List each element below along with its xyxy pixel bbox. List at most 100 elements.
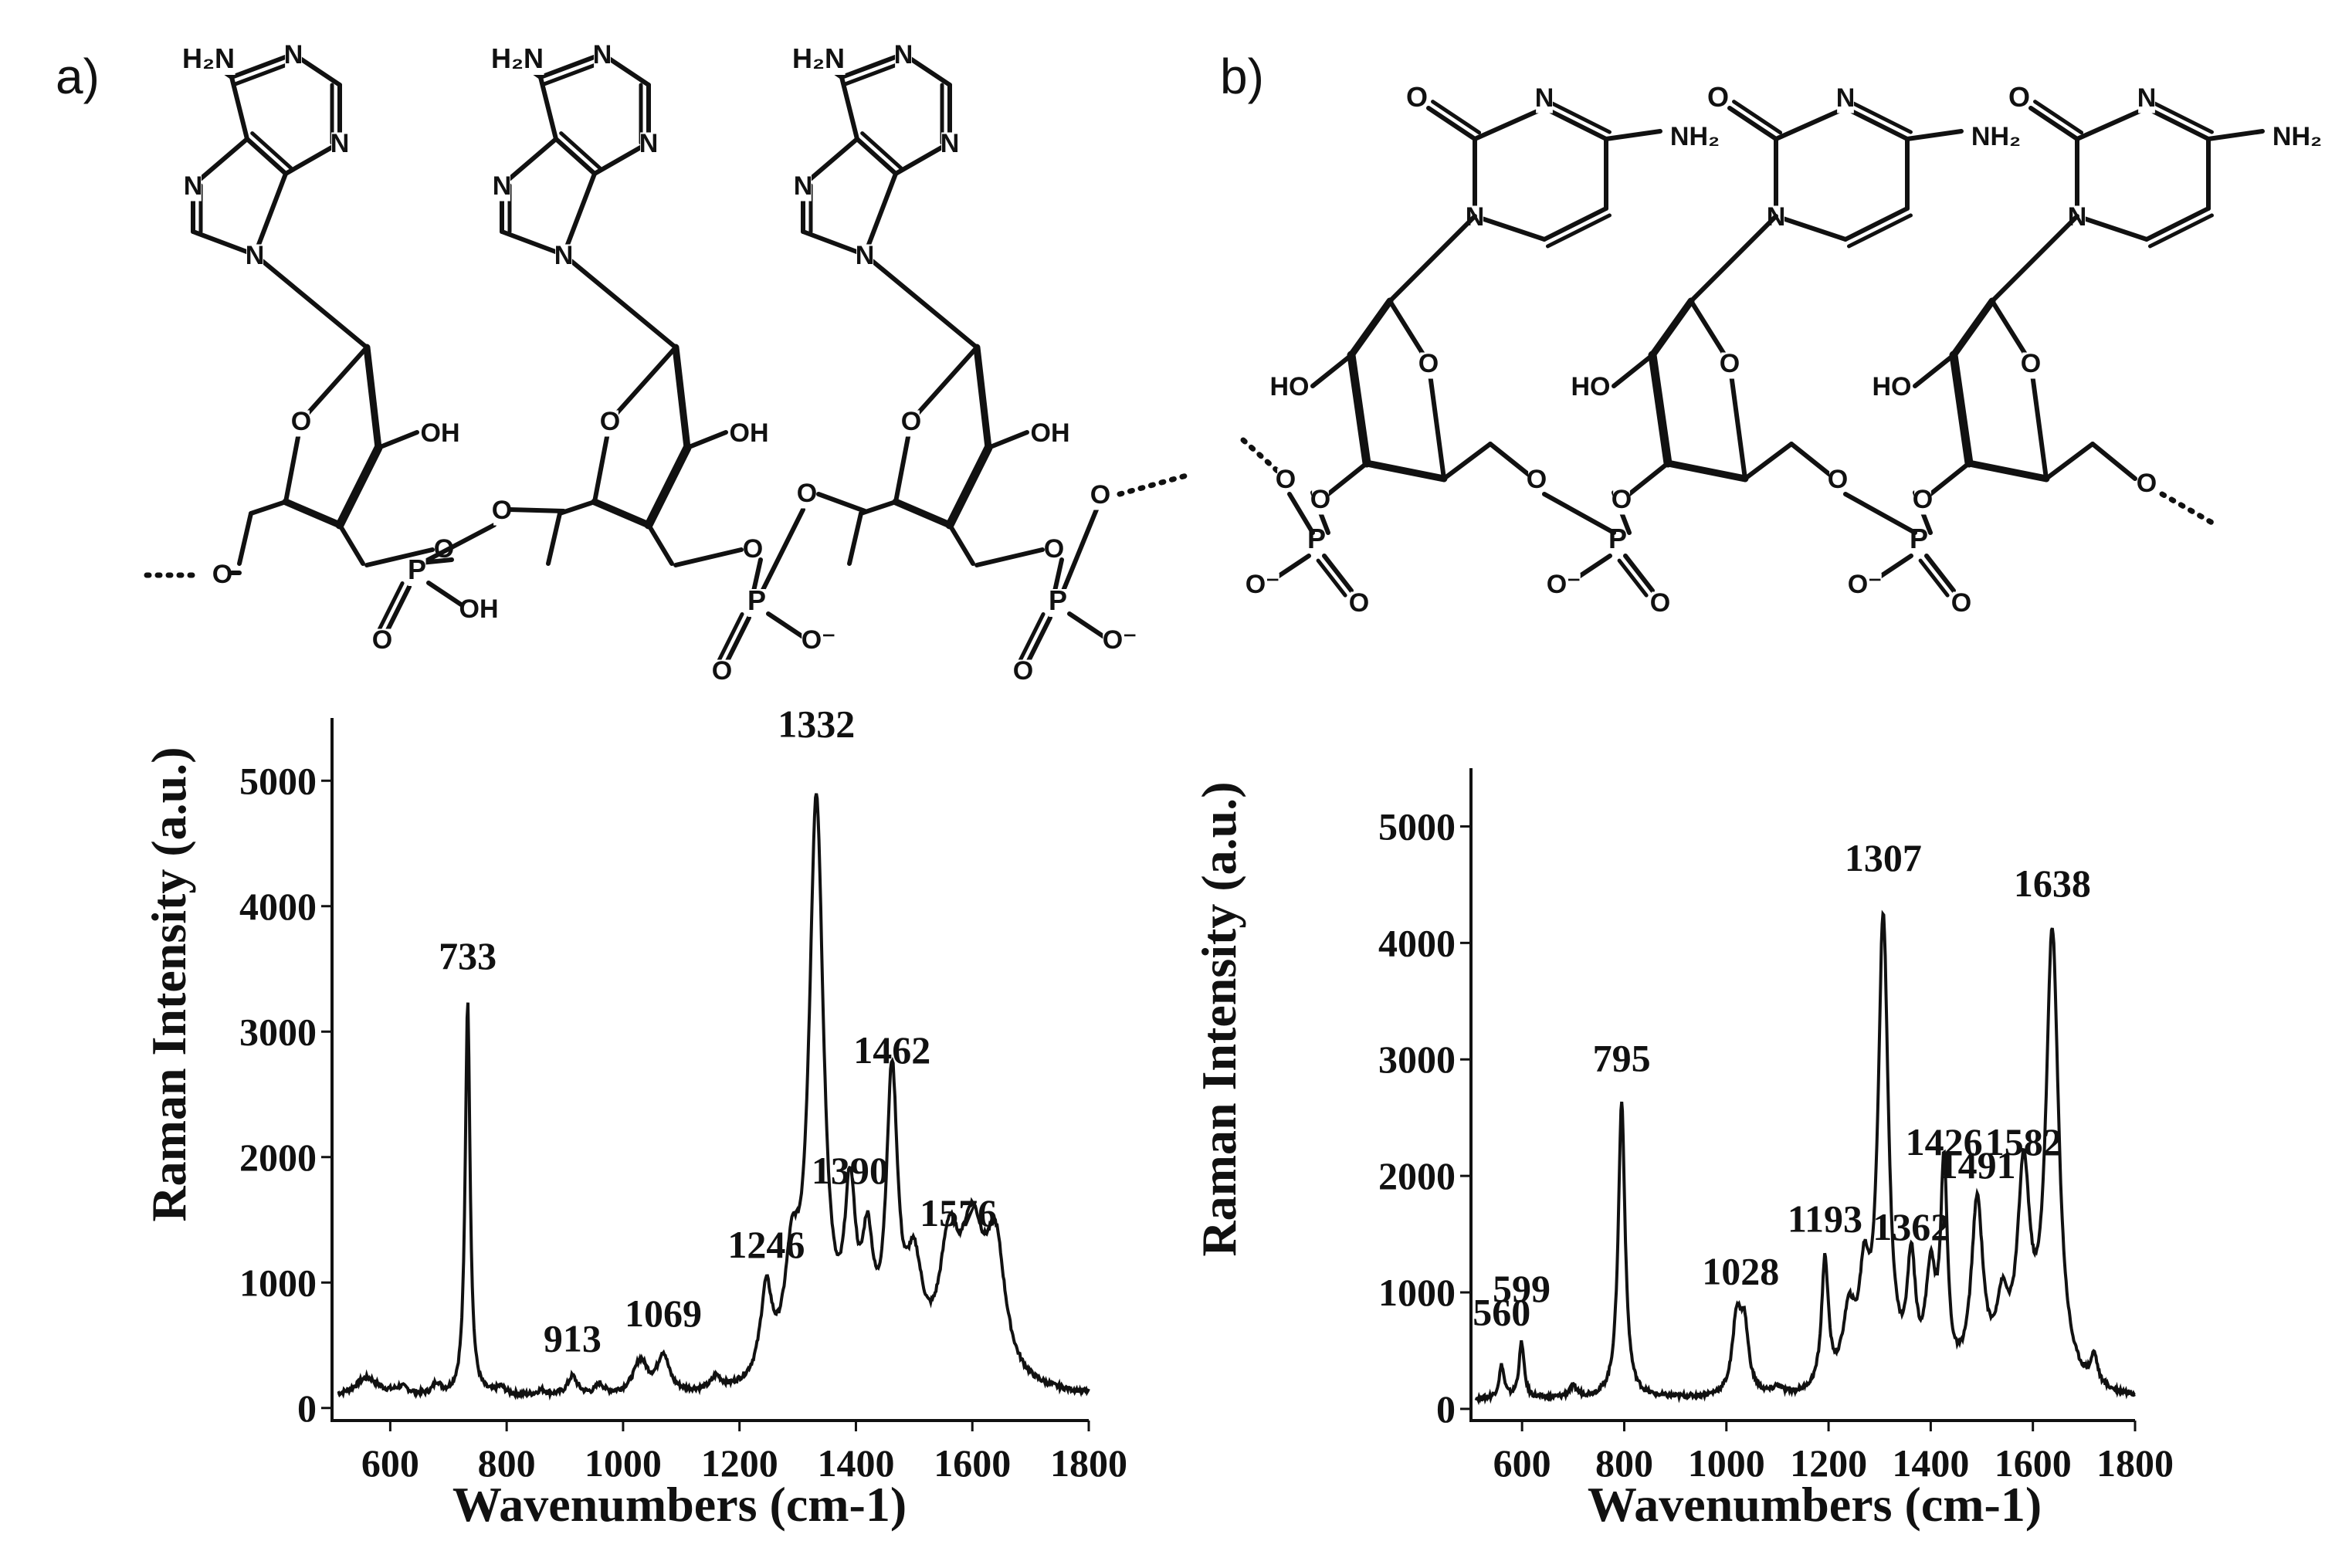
chart-b-peak-label: 1426 <box>1906 1120 1983 1163</box>
chart-a-peak-label: 913 <box>544 1317 602 1360</box>
chart-a-peak-label: 1390 <box>812 1149 889 1192</box>
atom-label: P <box>408 554 426 585</box>
chart-b-xtick-label: 1000 <box>1688 1441 1765 1485</box>
atom-label: O⁻ <box>1848 570 1882 599</box>
atom-label: O <box>1720 349 1740 378</box>
chart-b-peak-label: 795 <box>1593 1036 1651 1079</box>
atom-label: N <box>856 241 875 270</box>
chart-b-peak-label: 599 <box>1493 1267 1551 1310</box>
atom-label: O <box>1951 588 1971 618</box>
chart-b-ytick-label: 1000 <box>1378 1271 1456 1314</box>
atom-label: OH <box>421 418 460 448</box>
atom-label: N <box>639 129 659 158</box>
chart-b-peak-label: 1582 <box>1985 1120 2062 1163</box>
atom-label: O <box>2021 349 2041 378</box>
atom-label: O <box>1276 465 1296 494</box>
atom-label: HO <box>1270 372 1310 401</box>
chart-a-ytick-label: 5000 <box>239 759 317 802</box>
atom-label: O <box>1418 349 1439 378</box>
chart-b-ytick-label: 0 <box>1436 1387 1456 1431</box>
atom-label: H₂N <box>792 42 845 74</box>
panel-b-label: b) <box>1220 49 1264 104</box>
chart-a-xtick-label: 1600 <box>934 1441 1011 1485</box>
atom-label: N <box>284 40 303 69</box>
atom-label: HO <box>1873 372 1912 401</box>
chart-b-xtick-label: 600 <box>1493 1441 1551 1485</box>
atom-label: N <box>554 241 574 270</box>
chart-b-svg: 600 800 1000 1200 1400 1600 1800 0 1000 2000 3000 4… <box>1191 768 2174 1532</box>
chart-a-adenine-raman: 600 800 1000 1200 1400 1600 1800 0 1000 2000 3000 4… <box>0 679 1158 1564</box>
atom-label: O <box>600 407 620 436</box>
atom-label: O <box>1707 81 1729 113</box>
atom-label: P <box>1608 523 1627 554</box>
atom-label: H₂N <box>182 42 235 74</box>
atom-label: O <box>1310 485 1330 514</box>
chart-a-xtick-label: 600 <box>361 1441 419 1485</box>
atom-label: N <box>493 171 512 201</box>
chart-a-xtick-label: 800 <box>478 1441 536 1485</box>
atom-label: O⁻ <box>802 625 835 655</box>
atom-label: O <box>1828 465 1848 494</box>
atom-label: NH₂ <box>1670 122 1720 151</box>
atom-label: P <box>1049 584 1067 616</box>
atom-label: O <box>1527 465 1547 494</box>
molecule-b-polycytidylate: ONNH₂NHOOONNH₂NHOOONNH₂NHOOOPO⁻OOOPO⁻OOO… <box>1240 81 2323 618</box>
chart-b-peak-label: 1307 <box>1845 836 1922 879</box>
chart-b-ytick-label: 3000 <box>1378 1038 1456 1081</box>
atom-label: HO <box>1571 372 1611 401</box>
atom-label: N <box>184 171 203 201</box>
chart-b-peak-label: 560 <box>1473 1290 1530 1333</box>
chart-a-peak-label: 733 <box>439 934 497 977</box>
atom-label: P <box>747 584 766 616</box>
chart-b-axis-lines <box>1469 768 2135 1422</box>
chart-b-ylabel: Raman Intensity (a.u.) <box>1191 781 1246 1256</box>
atom-label: O⁻ <box>1103 625 1137 655</box>
chart-a-xtick-label: 1400 <box>817 1441 894 1485</box>
chart-a-ytick-label: 0 <box>297 1387 317 1430</box>
chart-a-svg: 600 800 1000 1200 1400 1600 1800 0 1000 2000 3000 4… <box>141 702 1127 1532</box>
atom-label: O <box>212 560 232 589</box>
chart-b-xtick-label: 1800 <box>2096 1441 2174 1485</box>
molecule-a-polyadenylate: H₂N N N N N O OH H₂N N N N N O OH H₂N N N N N O OH O O P O OH O O P O… <box>144 40 1192 686</box>
atom-label: OH <box>459 594 499 624</box>
chart-b-ytick-label: 2000 <box>1378 1154 1456 1197</box>
atom-label: N <box>1836 83 1856 113</box>
atom-label: O <box>2137 469 2157 498</box>
atom-label: O <box>797 479 817 508</box>
chart-a-xtick-label: 1000 <box>585 1441 662 1485</box>
chart-a-peak-label: 1576 <box>920 1191 997 1234</box>
atom-label: O <box>1612 485 1632 514</box>
atom-label: NH₂ <box>2272 122 2322 151</box>
atom-label: O <box>1090 480 1110 510</box>
chart-a-peak-label: 1462 <box>853 1028 930 1072</box>
atom-label: O <box>372 625 392 655</box>
atom-label: O <box>1650 588 1670 618</box>
atom-label: NH₂ <box>1971 122 2021 151</box>
chart-a-ytick-label: 2000 <box>239 1136 317 1179</box>
chart-b-peak-label: 1491 <box>1939 1143 2016 1187</box>
chart-a-ytick-label: 1000 <box>239 1261 317 1304</box>
atom-label: N <box>330 129 350 158</box>
chart-a-spectrum-line <box>337 793 1090 1401</box>
atom-label: N <box>794 171 813 201</box>
atom-label: N <box>246 241 265 270</box>
molecule-structures: H₂NNNNNOOHH₂NNNNNOOHH₂NNNNNOOHOOPOOHOOPO… <box>144 40 2323 686</box>
chart-a-ytick-label: 4000 <box>239 885 317 928</box>
chart-b-cytosine-raman: 600 800 1000 1200 1400 1600 1800 0 1000 2000 3000 4… <box>1166 679 2324 1564</box>
atom-label: N <box>2137 83 2157 113</box>
chart-b-peak-label: 1638 <box>2014 862 2091 905</box>
atom-label: P <box>1910 523 1928 554</box>
chart-b-xtick-label: 1600 <box>1995 1441 2072 1485</box>
atom-label: N <box>941 129 960 158</box>
chart-b-peak-label: 1028 <box>1702 1249 1779 1292</box>
atom-label: N <box>593 40 612 69</box>
chart-a-xtick-label: 1200 <box>701 1441 778 1485</box>
chart-b-xtick-label: 1400 <box>1892 1441 1969 1485</box>
chart-b-ytick-label: 4000 <box>1378 921 1456 964</box>
chart-b-spectrum-line <box>1474 909 2136 1406</box>
atom-label: O <box>2008 81 2030 113</box>
atom-label: N <box>1535 83 1554 113</box>
chart-b-xlabel: Wavenumbers (cm-1) <box>1588 1477 2042 1532</box>
atom-label: H₂N <box>491 42 544 74</box>
atom-label: O <box>901 407 921 436</box>
